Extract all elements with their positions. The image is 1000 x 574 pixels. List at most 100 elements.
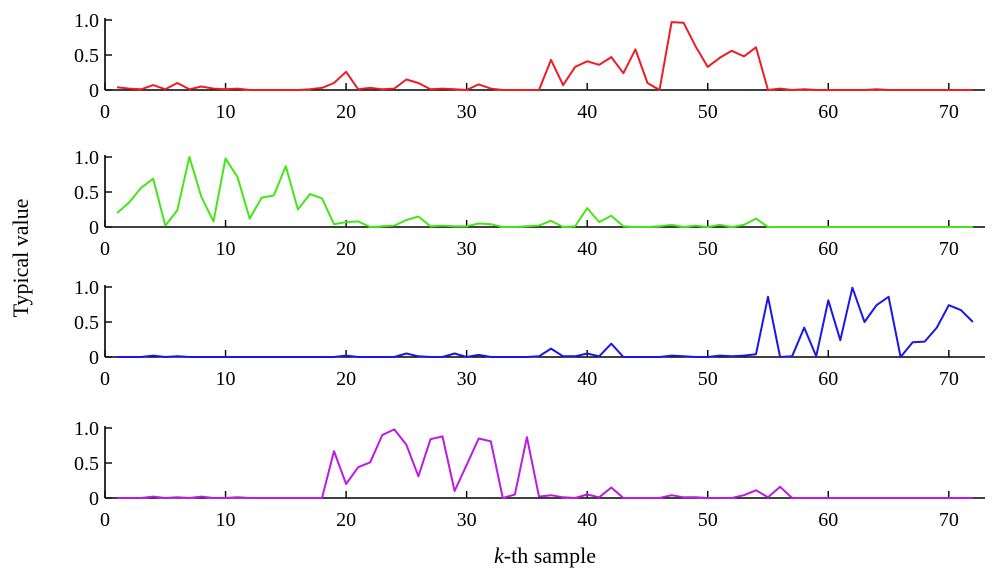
- data-point: [743, 494, 745, 496]
- data-point: [911, 89, 913, 91]
- data-point: [887, 497, 889, 499]
- data-point: [731, 355, 733, 357]
- x-axis-label-suffix: -th sample: [504, 543, 596, 568]
- data-point: [212, 87, 214, 89]
- data-point: [815, 355, 817, 357]
- data-point: [381, 356, 383, 358]
- data-point: [634, 497, 636, 499]
- data-point: [936, 326, 938, 328]
- data-point: [803, 497, 805, 499]
- data-point: [236, 356, 238, 358]
- data-point: [212, 220, 214, 222]
- y-tick-label: 0: [89, 217, 99, 239]
- x-tick-label: 40: [577, 509, 597, 531]
- data-point: [236, 176, 238, 178]
- data-point: [429, 225, 431, 227]
- data-point: [779, 226, 781, 228]
- data-point: [164, 497, 166, 499]
- x-tick-label: 40: [577, 101, 597, 123]
- data-point: [791, 355, 793, 357]
- data-point: [152, 495, 154, 497]
- data-point: [333, 223, 335, 225]
- data-point: [791, 497, 793, 499]
- data-point: [357, 88, 359, 90]
- data-point: [441, 435, 443, 437]
- data-point: [658, 225, 660, 227]
- x-tick-label: 50: [698, 101, 718, 123]
- data-point: [622, 72, 624, 74]
- x-tick-label: 10: [216, 509, 236, 531]
- data-point: [707, 356, 709, 358]
- panel-3: 0 0.5 1.0 0 10 20 30 40 50 60 70: [74, 277, 985, 390]
- data-point: [200, 495, 202, 497]
- data-point: [550, 494, 552, 496]
- data-point: [273, 89, 275, 91]
- data-point: [152, 84, 154, 86]
- data-point: [297, 356, 299, 358]
- data-point: [224, 497, 226, 499]
- data-point: [610, 486, 612, 488]
- y-tick-label: 0.5: [74, 45, 99, 67]
- data-point: [429, 88, 431, 90]
- x-tick-label: 50: [698, 509, 718, 531]
- data-point: [550, 220, 552, 222]
- data-point: [911, 341, 913, 343]
- data-point: [285, 89, 287, 91]
- data-point: [152, 354, 154, 356]
- data-point: [477, 437, 479, 439]
- data-point: [393, 428, 395, 430]
- data-point: [176, 209, 178, 211]
- series-line-3: [117, 286, 974, 358]
- data-point: [453, 352, 455, 354]
- data-point: [803, 226, 805, 228]
- data-point: [646, 356, 648, 358]
- data-point: [116, 212, 118, 214]
- data-point: [839, 497, 841, 499]
- data-point: [574, 66, 576, 68]
- data-point: [128, 497, 130, 499]
- data-point: [176, 496, 178, 498]
- data-point: [514, 493, 516, 495]
- data-point: [670, 21, 672, 23]
- data-point: [405, 78, 407, 80]
- data-point: [562, 226, 564, 228]
- data-point: [851, 226, 853, 228]
- data-point: [116, 356, 118, 358]
- data-point: [875, 226, 877, 228]
- data-point: [791, 89, 793, 91]
- data-point: [972, 321, 974, 323]
- data-point: [514, 226, 516, 228]
- data-point: [188, 497, 190, 499]
- series-line-2: [116, 156, 973, 228]
- data-point: [634, 356, 636, 358]
- data-point: [767, 89, 769, 91]
- data-point: [911, 226, 913, 228]
- data-point: [140, 497, 142, 499]
- data-point: [502, 356, 504, 358]
- data-point: [526, 356, 528, 358]
- data-point: [924, 340, 926, 342]
- data-point: [477, 354, 479, 356]
- data-point: [550, 347, 552, 349]
- data-point: [164, 88, 166, 90]
- data-point: [875, 497, 877, 499]
- data-point: [345, 354, 347, 356]
- x-tick-label: 60: [818, 101, 838, 123]
- data-point: [948, 89, 950, 91]
- data-point: [176, 82, 178, 84]
- panel-4: 0 0.5 1.0 0 10 20 30 40 50 60 70: [74, 418, 985, 531]
- x-tick-label: 70: [939, 238, 959, 260]
- data-point: [622, 225, 624, 227]
- data-point: [285, 165, 287, 167]
- x-tick-label: 30: [457, 238, 477, 260]
- data-point: [610, 215, 612, 217]
- data-point: [417, 475, 419, 477]
- data-point: [261, 196, 263, 198]
- x-tick-label: 0: [100, 238, 110, 260]
- data-point: [972, 497, 974, 499]
- data-point: [658, 89, 660, 91]
- x-tick-label: 20: [336, 101, 356, 123]
- data-point: [646, 226, 648, 228]
- data-point: [465, 89, 467, 91]
- data-point: [405, 444, 407, 446]
